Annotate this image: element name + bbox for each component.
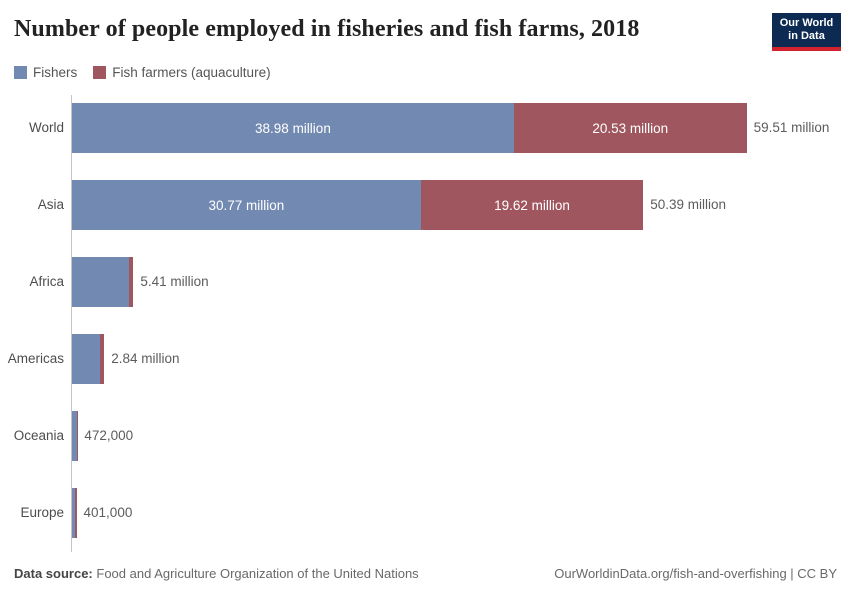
credit-link[interactable]: OurWorldinData.org/fish-and-overfishing …	[554, 566, 837, 581]
data-source-note: Data source: Food and Agriculture Organi…	[14, 566, 419, 581]
data-source-label: Data source:	[14, 566, 93, 581]
total-value-label: 472,000	[84, 428, 134, 443]
legend-item-1[interactable]: Fish farmers (aquaculture)	[93, 65, 271, 80]
chart-footer: Data source: Food and Agriculture Organi…	[14, 566, 837, 581]
total-value-label: 50.39 million	[650, 197, 726, 212]
category-label: World	[28, 120, 64, 135]
bar-segment-fishers[interactable]: 38.98 million	[72, 103, 514, 153]
bar-chart: World 38.98 million 20.53 million 59.51 mil…	[0, 95, 850, 557]
legend-swatch-icon	[93, 66, 107, 79]
bar-segment-fishers[interactable]	[72, 488, 76, 538]
total-value-label: 401,000	[83, 505, 133, 520]
legend: Fishers Fish farmers (aquaculture)	[14, 65, 287, 80]
segment-value-label: 20.53 million	[592, 120, 669, 136]
bar-row-europe: Europe 401,000	[0, 488, 850, 538]
bar-row-africa: Africa 5.41 million	[0, 257, 850, 307]
bar-segment-fish-farmers[interactable]: 20.53 million	[513, 103, 747, 153]
stacked-bar	[72, 334, 105, 384]
segment-value-label: 30.77 million	[208, 197, 285, 213]
bar-segment-fish-farmers[interactable]	[75, 488, 77, 538]
segment-value-label: 38.98 million	[255, 120, 331, 136]
category-label: Europe	[20, 505, 64, 520]
bar-row-americas: Americas 2.84 million	[0, 334, 850, 384]
legend-item-label: Fish farmers (aquaculture)	[112, 65, 271, 80]
stacked-bar: 38.98 million 20.53 million	[72, 103, 747, 153]
bar-row-world: World 38.98 million 20.53 million 59.51 mil…	[0, 103, 850, 153]
bar-segment-fishers[interactable]	[72, 411, 78, 461]
stacked-bar: 30.77 million 19.62 million	[72, 180, 644, 230]
category-label: Asia	[37, 197, 64, 212]
stacked-bar	[72, 411, 78, 461]
bar-segment-fish-farmers[interactable]	[99, 334, 105, 384]
owid-logo-line1: Our World	[779, 17, 834, 29]
bar-segment-fish-farmers[interactable]	[128, 257, 134, 307]
bar-segment-fishers[interactable]: 30.77 million	[72, 180, 421, 230]
legend-item-0[interactable]: Fishers	[14, 65, 77, 80]
legend-item-label: Fishers	[33, 65, 78, 80]
owid-logo-line2: in Data	[788, 30, 825, 42]
category-label: Africa	[29, 274, 64, 289]
segment-value-label: 19.62 million	[494, 197, 570, 213]
bar-segment-fishers[interactable]	[72, 257, 129, 307]
total-value-label: 59.51 million	[753, 120, 830, 135]
bar-row-asia: Asia 30.77 million 19.62 million 50.39 mill…	[0, 180, 850, 230]
category-label: Oceania	[13, 428, 64, 443]
chart-title: Number of people employed in fisheries a…	[14, 16, 640, 42]
bar-row-oceania: Oceania 472,000	[0, 411, 850, 461]
total-value-label: 2.84 million	[111, 351, 180, 366]
category-label: Americas	[7, 351, 64, 366]
legend-swatch-icon	[14, 66, 27, 79]
stacked-bar	[72, 257, 134, 307]
data-source-text: Food and Agriculture Organization of the…	[96, 566, 419, 581]
stacked-bar	[72, 488, 77, 538]
total-value-label: 5.41 million	[140, 274, 209, 289]
owid-logo[interactable]: Our World in Data	[772, 13, 841, 51]
bar-segment-fishers[interactable]	[72, 334, 100, 384]
y-axis-line	[71, 95, 72, 552]
bar-segment-fish-farmers[interactable]: 19.62 million	[420, 180, 644, 230]
